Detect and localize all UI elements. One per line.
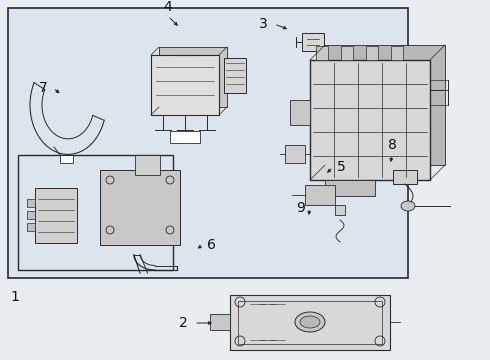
Bar <box>391 46 403 60</box>
Text: 2: 2 <box>179 316 188 330</box>
Bar <box>341 46 353 60</box>
Bar <box>210 314 230 330</box>
Text: 3: 3 <box>259 17 268 31</box>
Text: 6: 6 <box>207 238 216 252</box>
Bar <box>151 55 219 115</box>
Bar <box>135 155 160 175</box>
Bar <box>8 8 408 278</box>
Bar <box>302 33 324 51</box>
Ellipse shape <box>300 316 320 328</box>
Bar <box>310 60 430 180</box>
Bar <box>290 100 310 125</box>
Bar <box>230 295 390 350</box>
Bar <box>60 155 73 163</box>
Bar <box>27 223 35 231</box>
Bar <box>366 46 378 60</box>
Text: 1: 1 <box>10 290 19 304</box>
Text: 9: 9 <box>296 201 305 215</box>
Bar <box>100 170 180 245</box>
Bar <box>316 46 328 60</box>
Bar <box>305 185 335 205</box>
Bar <box>335 205 345 215</box>
Bar <box>170 131 200 143</box>
Bar <box>325 180 375 196</box>
Bar <box>224 58 246 93</box>
Ellipse shape <box>295 312 325 332</box>
Bar <box>393 170 417 184</box>
Ellipse shape <box>401 201 415 211</box>
Text: 4: 4 <box>164 0 172 14</box>
Bar <box>27 199 35 207</box>
Bar <box>238 301 382 344</box>
Bar <box>285 145 305 163</box>
Text: 7: 7 <box>39 81 48 95</box>
Bar <box>325 45 445 165</box>
Text: 8: 8 <box>388 138 396 152</box>
Bar <box>159 47 227 107</box>
Bar <box>18 155 173 270</box>
Bar <box>35 188 77 243</box>
Text: 5: 5 <box>337 160 346 174</box>
Bar <box>27 211 35 219</box>
